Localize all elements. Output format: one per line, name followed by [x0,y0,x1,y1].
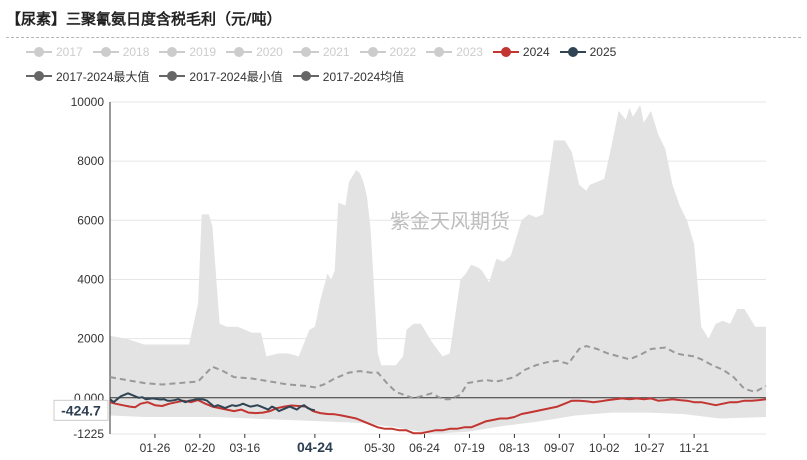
series-line-2025 [109,392,316,413]
y-tick-label: 6000 [77,213,104,227]
y-tick-label: 10000 [71,95,105,109]
legend-marker-icon [159,71,186,81]
legend-row: 2017 2018 2019 2020 2021 2022 2023 2024 2025 [26,40,801,64]
x-tick-label: 07-19 [454,441,485,455]
legend-marker-icon [26,71,52,81]
legend: 2017 2018 2019 2020 2021 2022 2023 2024 2025 201… [26,40,801,88]
legend-item-2017-2024最大值[interactable]: 2017-2024最大值 [26,68,149,85]
y-axis-pointer-label: -424.7 [61,402,101,418]
y-tick-label: -1225 [73,427,104,441]
legend-item-2020[interactable]: 2020 [226,45,283,59]
legend-marker-icon [492,47,519,57]
watermark: 紫金天风期货 [390,209,510,233]
legend-item-2025[interactable]: 2025 [559,45,617,59]
x-tick-label: 06-24 [409,441,440,455]
legend-label: 2017-2024最大值 [56,69,150,84]
legend-label: 2017-2024均值 [322,69,405,84]
legend-label: 2019 [189,45,217,59]
legend-marker-icon [559,47,586,57]
y-axis-pointer-box [53,399,109,421]
legend-label: 2025 [589,45,617,59]
legend-label: 2024 [522,45,550,59]
legend-item-2017[interactable]: 2017 [26,45,83,59]
y-tick-label: 2000 [77,332,104,346]
x-tick-label: 10-27 [634,441,665,455]
x-tick-label: 09-07 [544,441,575,455]
legend-item-2019[interactable]: 2019 [159,45,216,59]
x-tick-label: 03-16 [229,441,260,455]
chart-title: 【尿素】三聚氰氨日度含税毛利（元/吨） [6,10,282,28]
title-divider [6,37,801,38]
series-line-mean [109,344,767,401]
x-axis-pointer-label: 04-24 [297,439,333,455]
legend-item-2022[interactable]: 2022 [359,45,417,59]
legend-marker-icon [426,47,453,57]
x-tick-label: 02-20 [185,441,216,455]
legend-item-2023[interactable]: 2023 [426,45,483,59]
legend-item-2017-2024最小值[interactable]: 2017-2024最小值 [159,68,283,85]
legend-marker-icon [292,71,319,81]
legend-marker-icon [226,47,253,57]
x-tick-label: 11-21 [679,441,709,455]
x-tick-label: 10-02 [589,441,620,455]
y-tick-label: 4000 [77,272,104,286]
legend-label: 2022 [389,45,417,59]
legend-label: 2017 [56,45,83,59]
legend-item-2017-2024均值[interactable]: 2017-2024均值 [292,68,405,85]
legend-label: 2017-2024最小值 [189,69,283,84]
legend-marker-icon [92,47,119,57]
legend-marker-icon [359,47,386,57]
legend-label: 2020 [256,45,283,59]
y-tick-label: 8000 [77,154,104,168]
legend-label: 2018 [122,45,150,59]
legend-marker-icon [26,47,52,57]
legend-label: 2023 [456,45,483,59]
x-tick-label: 05-30 [364,441,395,455]
legend-row: 2017-2024最大值 2017-2024最小值 2017-2024均值 [26,64,801,88]
legend-marker-icon [159,47,186,57]
legend-item-2021[interactable]: 2021 [292,45,350,59]
x-tick-label: 01-26 [140,441,171,455]
x-tick-label: 08-13 [499,441,530,455]
range-band-max-min [110,105,766,434]
legend-label: 2021 [322,45,350,59]
legend-item-2018[interactable]: 2018 [92,45,150,59]
legend-item-2024[interactable]: 2024 [492,45,550,59]
legend-marker-icon [292,47,319,57]
